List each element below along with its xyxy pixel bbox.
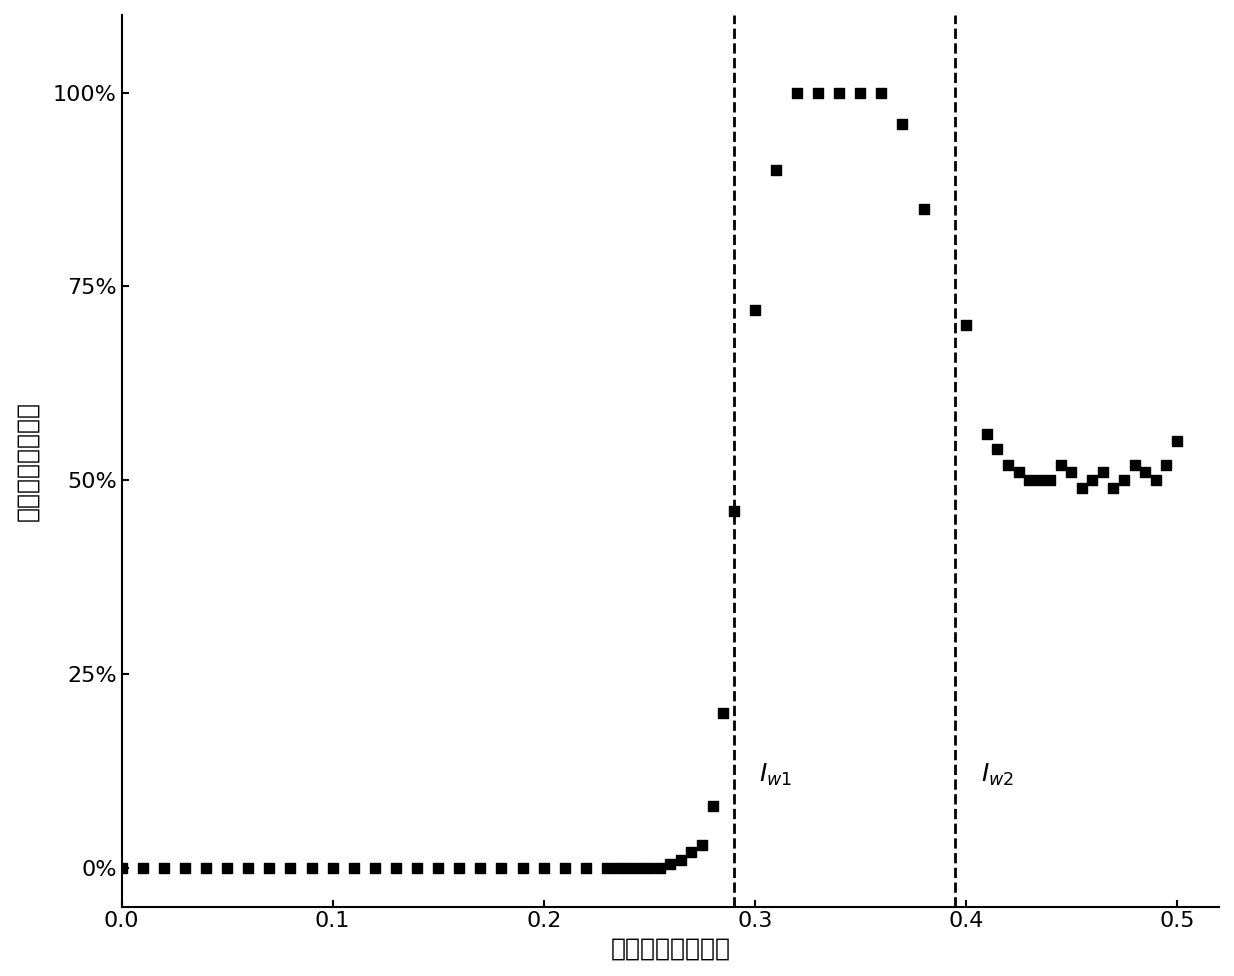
Point — [629, 860, 649, 875]
Point — [323, 860, 343, 875]
Point — [196, 860, 216, 875]
Point — [301, 860, 321, 875]
X-axis label: 写入电流（毫安）: 写入电流（毫安） — [611, 937, 731, 961]
Point — [365, 860, 385, 875]
Point — [850, 85, 870, 101]
Point — [702, 798, 722, 814]
Text: $I_{w1}$: $I_{w1}$ — [759, 761, 792, 788]
Point — [1029, 472, 1049, 488]
Point — [1008, 465, 1028, 480]
Point — [681, 844, 701, 860]
Y-axis label: 电阔状态切换概率: 电阔状态切换概率 — [15, 401, 39, 521]
Point — [175, 860, 195, 875]
Point — [671, 852, 691, 868]
Point — [1040, 472, 1060, 488]
Point — [1135, 465, 1155, 480]
Point — [1146, 472, 1166, 488]
Point — [576, 860, 596, 875]
Point — [956, 317, 976, 333]
Point — [555, 860, 575, 875]
Point — [512, 860, 532, 875]
Point — [913, 201, 933, 217]
Point — [618, 860, 638, 875]
Point — [1103, 480, 1123, 496]
Point — [238, 860, 258, 875]
Point — [1082, 472, 1102, 488]
Point — [745, 302, 765, 317]
Point — [133, 860, 153, 875]
Point — [280, 860, 300, 875]
Point — [449, 860, 469, 875]
Point — [1093, 465, 1113, 480]
Point — [491, 860, 511, 875]
Point — [871, 85, 891, 101]
Point — [1114, 472, 1134, 488]
Point — [639, 860, 659, 875]
Point — [1072, 480, 1092, 496]
Point — [112, 860, 132, 875]
Point — [1061, 465, 1081, 480]
Point — [713, 705, 733, 720]
Point — [259, 860, 279, 875]
Point — [787, 85, 807, 101]
Point — [977, 426, 997, 441]
Point — [724, 504, 744, 519]
Point — [607, 860, 627, 875]
Point — [692, 836, 712, 852]
Point — [987, 441, 1007, 457]
Point — [808, 85, 828, 101]
Point — [154, 860, 174, 875]
Point — [1167, 433, 1187, 449]
Point — [1156, 457, 1176, 472]
Point — [829, 85, 849, 101]
Point — [660, 856, 680, 872]
Point — [1051, 457, 1071, 472]
Text: $I_{w2}$: $I_{w2}$ — [981, 761, 1013, 788]
Point — [766, 162, 786, 178]
Point — [470, 860, 490, 875]
Point — [597, 860, 617, 875]
Point — [428, 860, 448, 875]
Point — [998, 457, 1018, 472]
Point — [1124, 457, 1144, 472]
Point — [407, 860, 427, 875]
Point — [650, 860, 670, 875]
Point — [217, 860, 237, 875]
Point — [386, 860, 406, 875]
Point — [892, 116, 912, 132]
Point — [1019, 472, 1039, 488]
Point — [534, 860, 554, 875]
Point — [344, 860, 364, 875]
